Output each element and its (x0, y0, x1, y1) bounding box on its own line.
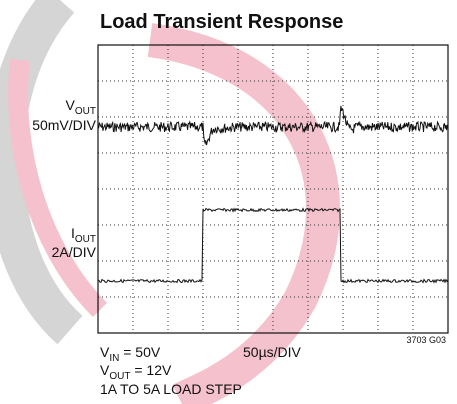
scope-figure: Load Transient Response VOUT 50mV/DIV IO… (0, 0, 457, 404)
condition: 1A TO 5A LOAD STEP (100, 381, 242, 397)
condition: VOUT = 12V (100, 362, 172, 382)
vout-scale: 50mV/DIV (32, 117, 96, 133)
title: Load Transient Response (100, 11, 343, 33)
iout-scale: 2A/DIV (52, 244, 97, 260)
condition: VIN = 50V (100, 344, 161, 364)
iout-label: IOUT (71, 225, 96, 245)
time-scale: 50µs/DIV (243, 344, 302, 360)
traces (98, 106, 448, 283)
watermark (5, 0, 323, 400)
vout-label: VOUT (66, 97, 96, 117)
figure-id: 3703 G03 (406, 335, 446, 345)
